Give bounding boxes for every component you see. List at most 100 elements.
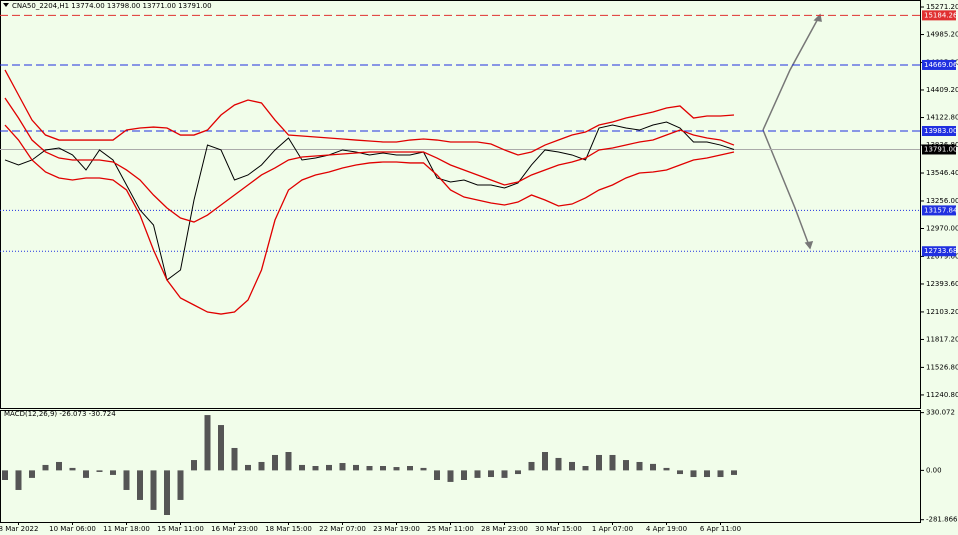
macd-bar — [204, 415, 211, 471]
macd-bar — [272, 454, 278, 471]
macd-bar — [339, 463, 346, 471]
level-label: 13983.00 — [924, 127, 957, 135]
level-label: 13791.00 — [924, 145, 957, 153]
x-tick-label: 25 Mar 11:00 — [427, 525, 474, 533]
macd-bar — [285, 452, 292, 471]
macd-title: MACD(12,26,9) -26.073 -30.724 — [4, 410, 116, 418]
y-tick-label: 13546.40 — [926, 169, 958, 177]
y-tick-label: 11817.20 — [926, 335, 958, 343]
macd-frame — [0, 410, 921, 523]
y-tick-label: 12103.20 — [926, 308, 958, 316]
macd-bar — [717, 470, 724, 478]
macd-bar — [191, 460, 197, 471]
x-tick-label: 4 Apr 19:00 — [646, 525, 687, 533]
level-label-box — [922, 125, 956, 136]
x-tick-label: 6 Apr 11:00 — [700, 525, 741, 533]
macd-bar — [29, 470, 35, 478]
y-tick-label: 330.072 — [926, 409, 955, 417]
macd-bar — [555, 457, 562, 471]
macd-bar — [42, 464, 49, 471]
macd-bar — [56, 461, 62, 471]
bollinger-band — [4, 69, 735, 156]
macd-bar — [245, 464, 251, 471]
y-tick-label: 0.00 — [926, 466, 942, 474]
macd-bar — [353, 464, 359, 471]
macd-bar — [461, 470, 467, 480]
macd-bar — [83, 470, 89, 478]
macd-bar — [636, 461, 643, 471]
macd-bar — [663, 467, 670, 471]
macd-bar — [2, 470, 8, 480]
macd-bar — [704, 470, 710, 478]
macd-bar — [177, 470, 184, 500]
x-tick-label: 8 Mar 2022 — [0, 525, 38, 533]
macd-bar — [596, 454, 602, 471]
macd-bar — [650, 463, 656, 471]
level-label: 13157.84 — [924, 206, 958, 214]
macd-bar — [69, 467, 76, 471]
y-tick-label: 11526.80 — [926, 363, 958, 371]
y-tick-label: 14409.20 — [926, 86, 958, 94]
macd-bar — [434, 470, 440, 480]
macd-bar — [582, 466, 589, 471]
macd-bar — [150, 470, 157, 510]
y-tick-label: 11240.80 — [926, 391, 958, 399]
y-tick-label: 12679.60 — [926, 252, 958, 260]
macd-bar — [407, 466, 413, 471]
y-tick-label: -281.866 — [926, 516, 958, 524]
macd-bar — [258, 461, 265, 471]
bollinger-band — [4, 124, 735, 315]
y-tick-label: 14985.20 — [926, 31, 958, 39]
macd-bar — [164, 470, 170, 515]
projection-arrows — [762, 13, 822, 250]
bollinger-band — [4, 97, 735, 223]
price-frame — [0, 0, 921, 409]
macd-bar — [731, 470, 737, 475]
x-tick-label: 18 Mar 15:00 — [265, 525, 312, 533]
macd-bar — [218, 425, 224, 471]
x-tick-label: 23 Mar 19:00 — [373, 525, 420, 533]
level-label-box — [922, 59, 956, 70]
macd-bar — [123, 470, 130, 490]
macd-bar — [447, 470, 454, 482]
macd-bar — [690, 470, 697, 478]
macd-bar — [110, 470, 116, 475]
macd-bar — [96, 470, 103, 472]
y-tick-label: 13256.00 — [926, 197, 958, 205]
macd-bar — [326, 464, 332, 471]
macd-bar — [380, 466, 386, 471]
x-tick-label: 10 Mar 06:00 — [49, 525, 96, 533]
x-tick-label: 1 Apr 07:00 — [592, 525, 633, 533]
macd-bar — [299, 464, 305, 471]
y-tick-label: 15271.20 — [926, 3, 958, 11]
macd-bar — [528, 461, 535, 471]
level-label-box — [922, 205, 956, 216]
x-tick-label: 11 Mar 18:00 — [103, 525, 150, 533]
macd-bar — [677, 470, 683, 475]
macd-bar — [542, 452, 548, 471]
y-tick-label: 12970.00 — [926, 224, 958, 232]
macd-bar — [569, 461, 575, 471]
level-label: 14669.06 — [924, 61, 958, 69]
macd-bar — [137, 470, 143, 500]
chart-title: CNA50_2204,H1 13774.00 13798.00 13771.00… — [12, 2, 212, 10]
level-label-box — [922, 10, 956, 21]
level-label-box — [922, 144, 956, 155]
x-tick-label: 15 Mar 11:00 — [157, 525, 204, 533]
level-label-box — [922, 246, 956, 257]
x-tick-label: 28 Mar 23:00 — [481, 525, 528, 533]
macd-bar — [366, 466, 373, 471]
x-tick-label: 22 Mar 07:00 — [319, 525, 366, 533]
level-label: 12733.68 — [924, 247, 957, 255]
y-tick-label: 12393.60 — [926, 280, 958, 288]
macd-bar — [515, 470, 521, 475]
x-tick-label: 30 Mar 15:00 — [535, 525, 582, 533]
macd-bar — [474, 470, 481, 478]
macd-bar — [501, 470, 508, 478]
macd-bar — [231, 447, 238, 471]
macd-bar — [393, 467, 400, 471]
macd-bar — [609, 454, 616, 471]
